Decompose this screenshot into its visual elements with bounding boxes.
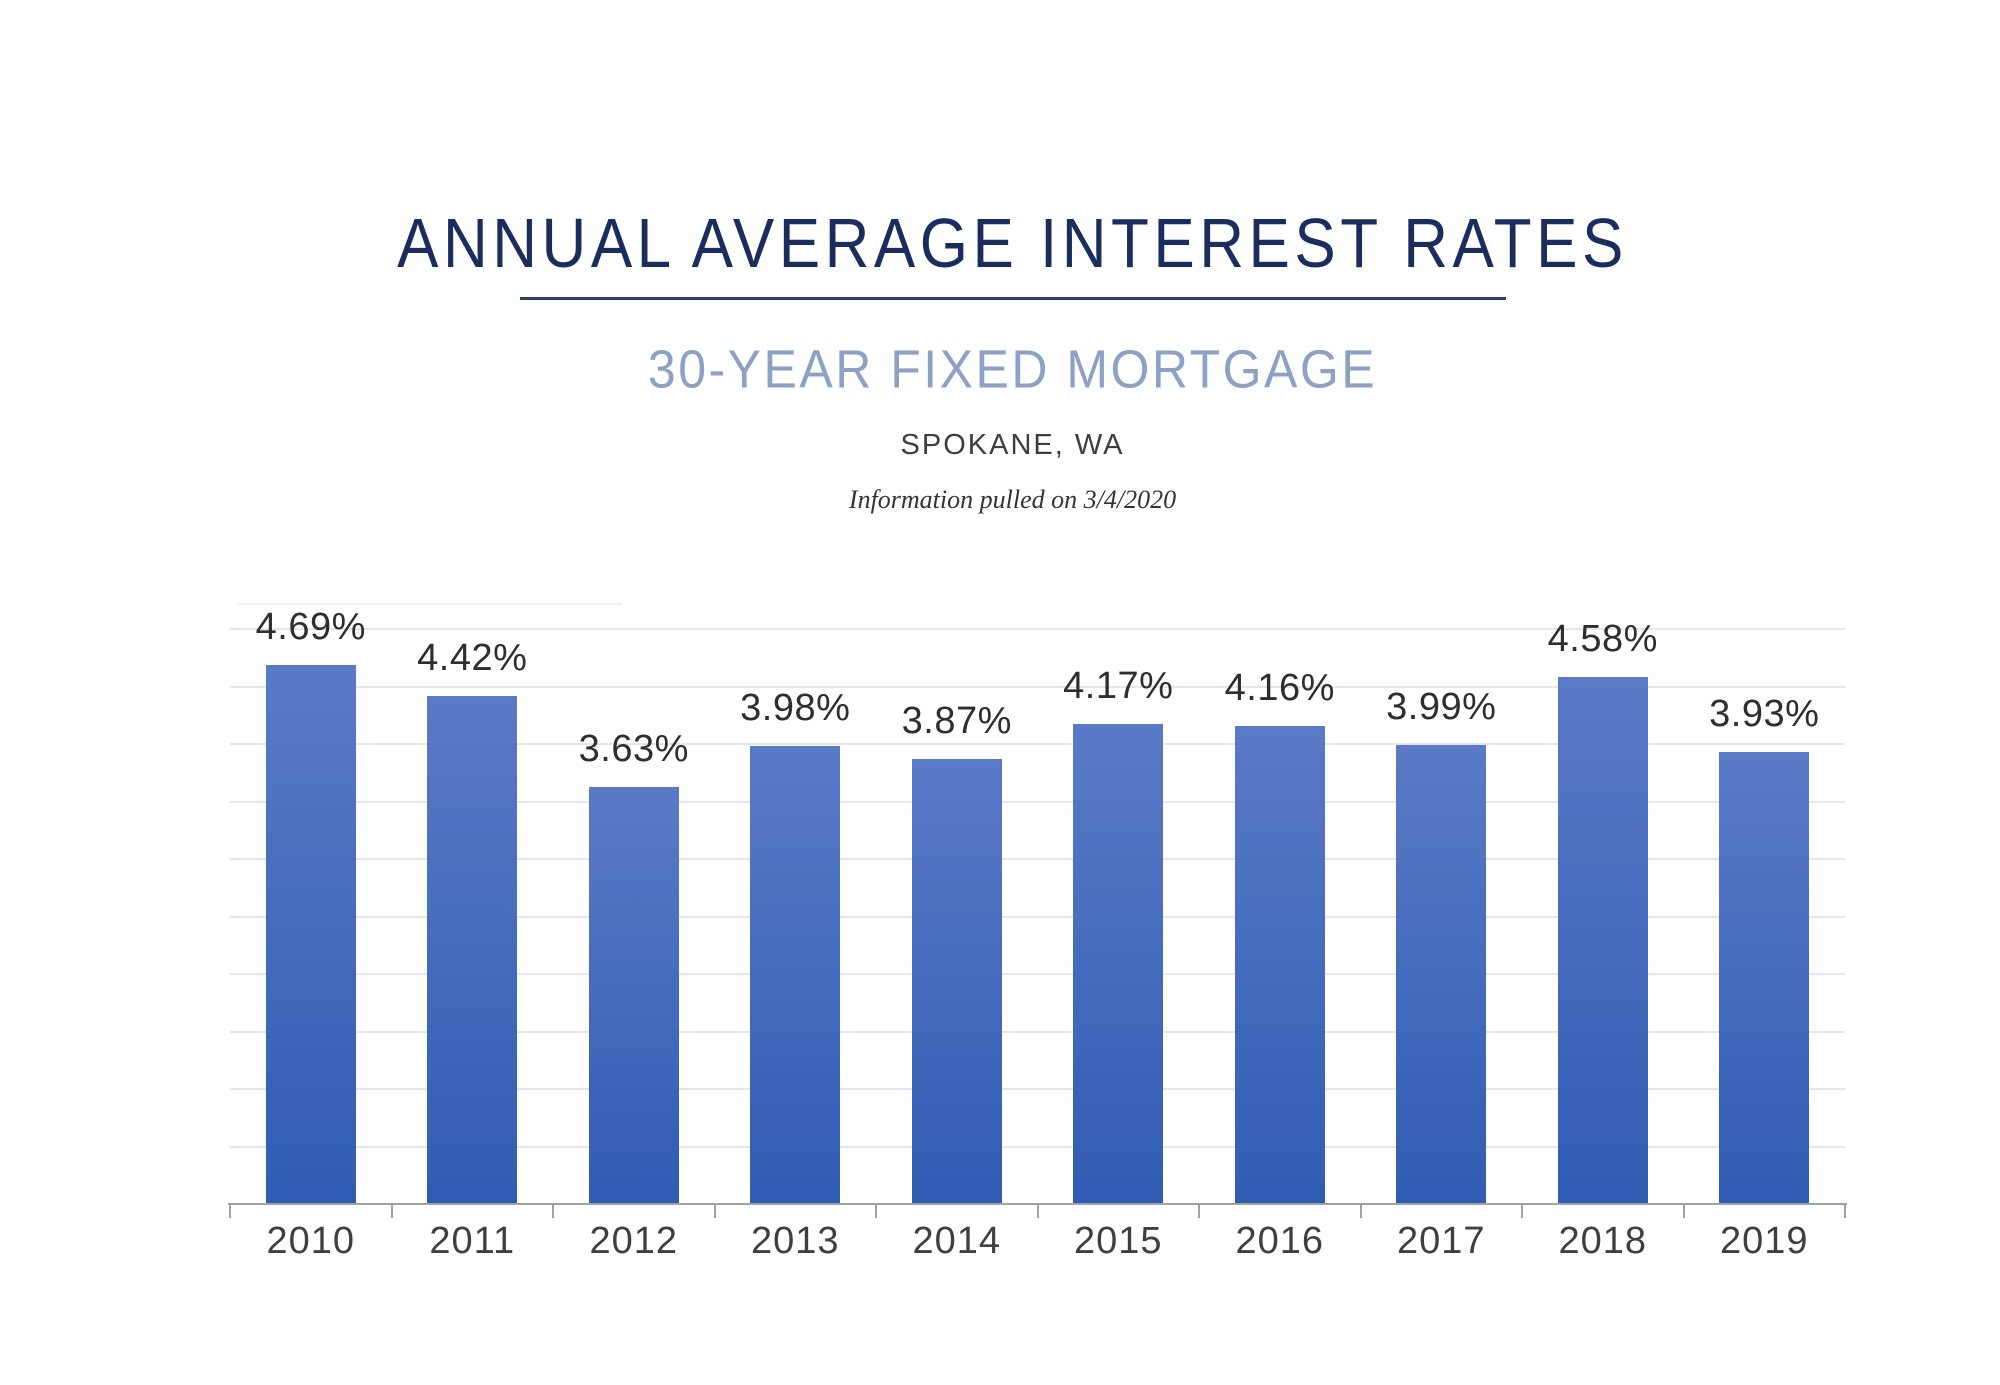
x-axis-label: 2015 [1073,1220,1163,1262]
x-axis-label: 2019 [1719,1220,1809,1262]
gridline [230,628,1845,630]
x-axis-tick [390,1204,393,1218]
title-underline [519,297,1506,300]
gridline [230,973,1845,975]
bar-2012 [588,787,679,1204]
bar-2011 [427,696,518,1204]
gridline [230,800,1845,803]
bar-value-label: 3.87% [901,700,1012,742]
gridline [230,858,1845,860]
gridline [230,1088,1845,1090]
x-axis-tick [1844,1204,1846,1218]
bar-2015 [1073,724,1164,1204]
bar-value-label: 3.63% [578,728,689,770]
x-axis-label: 2017 [1396,1220,1486,1262]
bar-2014 [911,759,1002,1204]
bar-value-label: 4.58% [1547,618,1658,660]
bar-chart-plot-area: 4.69% 2010 4.42% 2011 3.63% 2012 3.98% 2013 3.87… [228,590,1847,1260]
bar-2018 [1557,677,1648,1204]
gridline-partial [237,603,622,605]
x-axis-label: 2016 [1235,1220,1325,1262]
chart-title: ANNUAL AVERAGE INTEREST RATES [397,205,1628,283]
info-note: Information pulled on 3/4/2020 [848,485,1177,514]
x-axis-label: 2013 [750,1220,840,1262]
x-axis-label: 2011 [429,1220,516,1262]
x-axis-tick [1521,1204,1523,1218]
x-axis-label: 2018 [1558,1220,1648,1262]
gridline [230,685,1845,688]
x-axis-tick [1198,1204,1200,1218]
bar-value-label: 3.99% [1386,686,1497,728]
x-axis-tick [713,1204,716,1218]
bar-2019 [1719,752,1810,1204]
bar-value-label: 4.69% [255,606,366,648]
x-axis-tick [1682,1204,1685,1218]
gridline [230,1030,1845,1033]
x-axis-tick [552,1204,554,1218]
gridline [230,743,1845,745]
bar-2010 [265,665,356,1204]
location-label: SPOKANE, WA [900,429,1125,461]
x-axis-tick [1036,1204,1039,1218]
chart-subtitle: 30-YEAR FIXED MORTGAGE [647,338,1378,400]
bar-value-label: 3.93% [1709,693,1820,735]
bar-value-label: 4.16% [1224,667,1335,709]
bar-2013 [750,746,841,1204]
gridline [230,1145,1845,1148]
bar-2017 [1396,745,1487,1204]
bar-2016 [1234,726,1325,1204]
bar-value-label: 4.42% [417,637,528,679]
x-axis-tick [875,1204,877,1218]
x-axis-tick [229,1204,231,1218]
bar-value-label: 3.98% [740,687,851,729]
x-axis-label: 2014 [912,1220,1002,1262]
gridline [230,915,1845,918]
x-axis-tick [1359,1204,1362,1218]
x-axis-label: 2010 [266,1220,356,1262]
bar-value-label: 4.17% [1063,665,1174,707]
x-axis-label: 2012 [589,1220,679,1262]
